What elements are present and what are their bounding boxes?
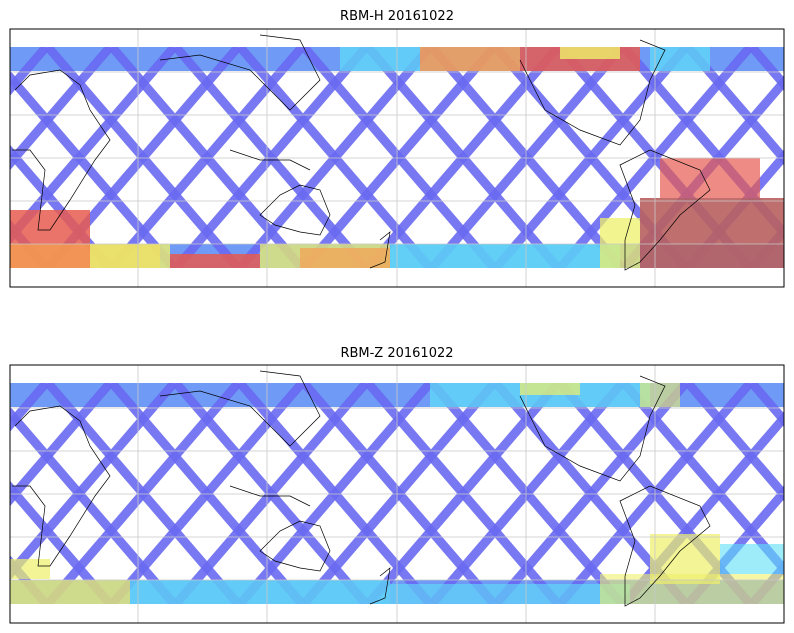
coastlines <box>12 34 711 271</box>
value-patch <box>340 47 420 71</box>
panel-title-rbm-z: RBM-Z 20161022 <box>340 346 453 361</box>
value-patch <box>600 218 640 268</box>
panel-title-rbm-h: RBM-H 20161022 <box>340 9 454 24</box>
value-patch <box>10 580 130 604</box>
map-panel-rbm-h <box>9 28 785 288</box>
value-patch <box>10 559 50 579</box>
coastline <box>519 39 666 146</box>
coastline <box>259 520 331 572</box>
value-patch <box>640 383 680 407</box>
value-patch <box>170 254 260 268</box>
coastline <box>369 231 391 269</box>
value-patch <box>650 534 720 584</box>
value-patch <box>650 47 710 71</box>
value-patch <box>300 248 390 268</box>
coastline <box>159 34 321 111</box>
value-patch <box>660 158 760 198</box>
coastline <box>259 184 331 236</box>
graticule <box>10 29 784 287</box>
coastline <box>619 485 711 607</box>
value-patch <box>520 383 580 395</box>
coastline <box>619 149 711 271</box>
coastlines <box>12 370 711 607</box>
coastline <box>519 375 666 482</box>
coastline <box>369 567 391 605</box>
value-patch <box>90 244 170 268</box>
coastline <box>12 405 111 567</box>
value-patch <box>420 47 520 71</box>
map-frame <box>9 364 785 624</box>
value-patch <box>390 584 630 604</box>
value-patch <box>130 580 390 604</box>
coastline <box>229 149 311 171</box>
value-patch <box>560 47 620 59</box>
value-patch <box>720 544 784 574</box>
map-panel-rbm-z <box>9 364 785 624</box>
map-frame <box>9 28 785 288</box>
value-patch <box>640 198 784 268</box>
coastline <box>12 69 111 231</box>
coastline <box>159 370 321 447</box>
coastline <box>229 485 311 507</box>
value-patch <box>390 244 620 268</box>
